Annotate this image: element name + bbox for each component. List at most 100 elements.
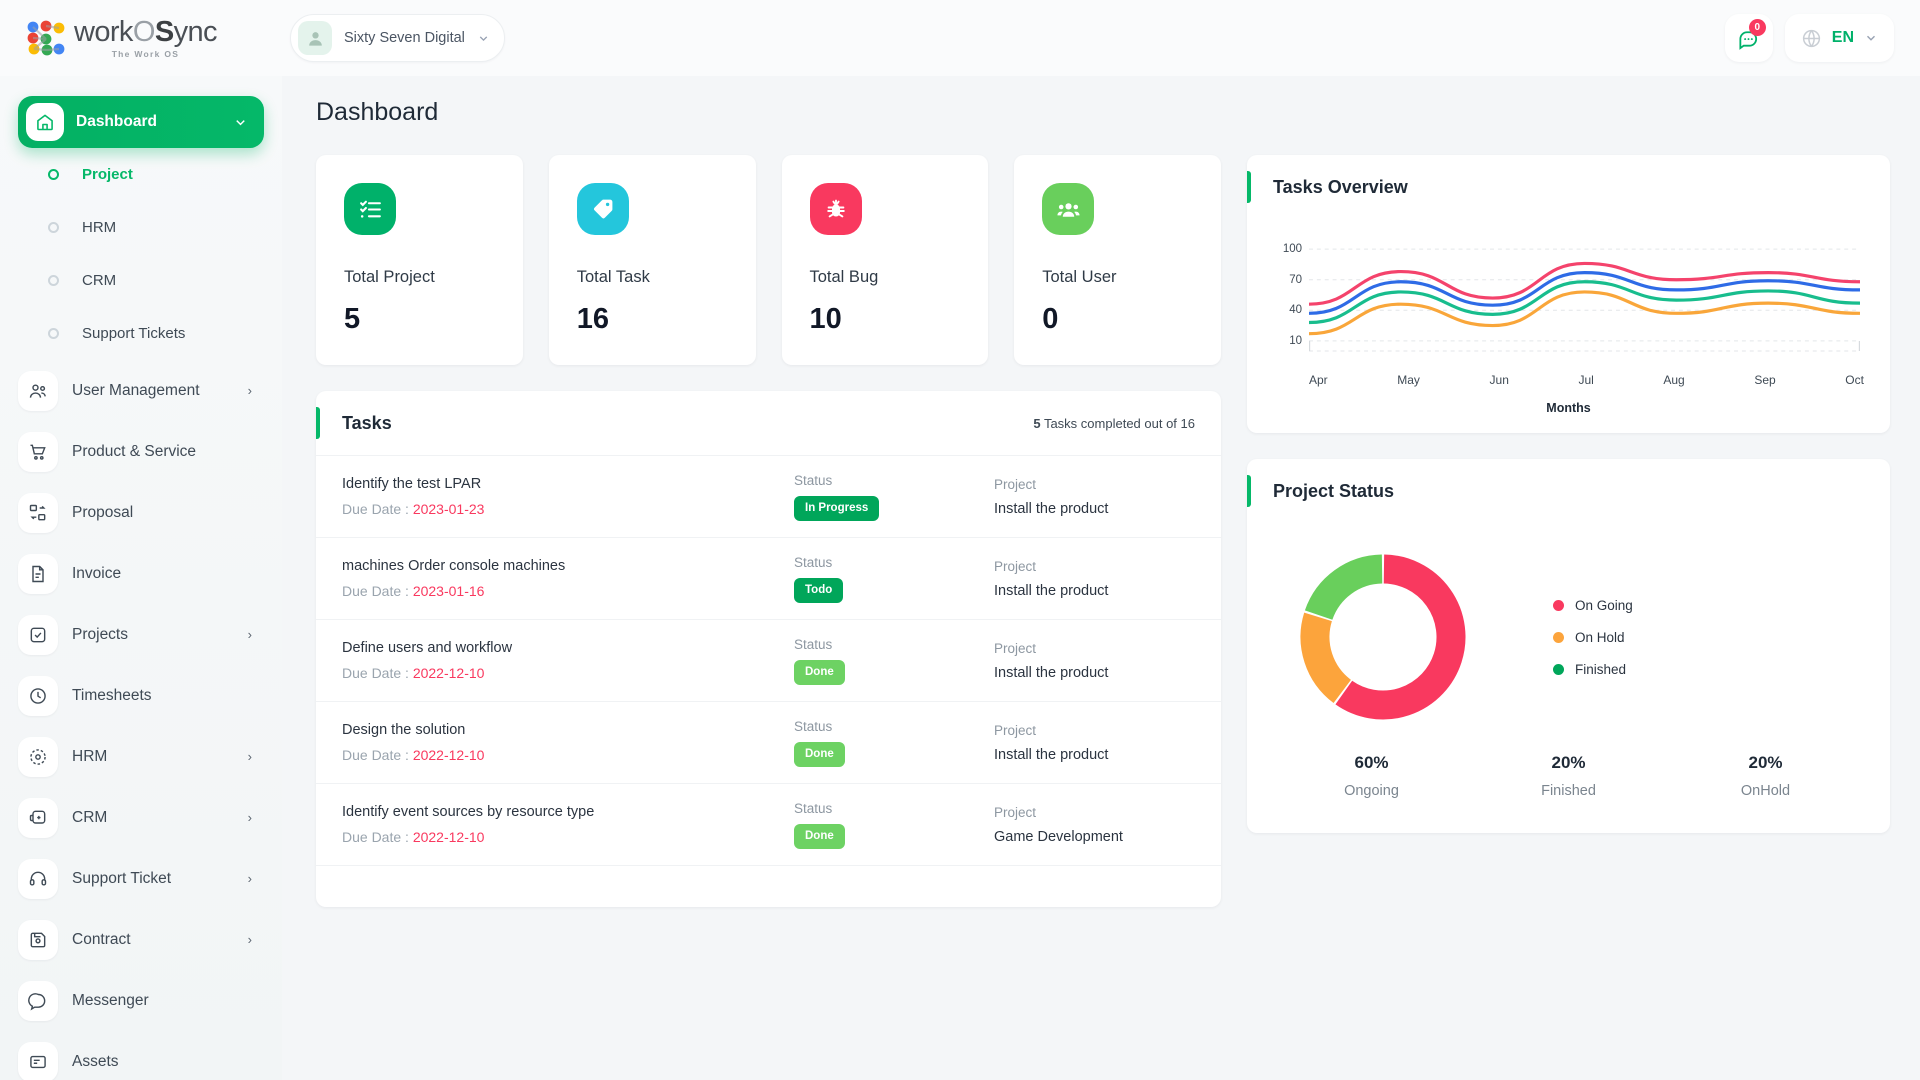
crm-icon: [18, 797, 58, 838]
x-axis-tick: Apr: [1309, 373, 1328, 387]
sidebar-item-dashboard[interactable]: Dashboard: [18, 96, 264, 148]
task-title: Identify event sources by resource type: [342, 804, 595, 820]
app-logo[interactable]: workOSync The Work OS: [0, 15, 282, 59]
user-avatar-icon: [298, 21, 332, 55]
table-row[interactable]: machines Order console machines Due Date…: [316, 537, 1221, 619]
table-row[interactable]: Identify the test LPAR Due Date : 2023-0…: [316, 455, 1221, 537]
sidebar-item-label: Assets: [72, 1052, 119, 1070]
legend-label: Finished: [1575, 661, 1627, 677]
logo-mark-icon: [26, 20, 66, 56]
sidebar-item-product-service[interactable]: Product & Service: [18, 421, 264, 482]
sidebar-subitem-project[interactable]: Project: [18, 148, 264, 201]
workspace-selector[interactable]: Sixty Seven Digital: [290, 14, 505, 62]
kpi-finished: 20% Finished: [1470, 753, 1667, 799]
logo-word-s: S: [154, 15, 174, 48]
project-status-card: Project Status On Going: [1247, 459, 1890, 833]
table-row[interactable]: Define users and workflow Due Date : 202…: [316, 619, 1221, 701]
sidebar-item-hrm[interactable]: HRM ›: [18, 726, 264, 787]
left-column: Total Project 5 Total Task 16: [316, 155, 1221, 907]
sidebar-item-invoice[interactable]: Invoice: [18, 543, 264, 604]
table-row[interactable]: Design the solution Due Date : 2022-12-1…: [316, 701, 1221, 783]
donut-legend: On Going On Hold Finished: [1553, 598, 1633, 677]
chevron-right-icon: ›: [247, 871, 252, 886]
bullet-icon: [48, 169, 59, 180]
task-project-cell: Project Install the product: [994, 641, 1194, 681]
checklist-icon: [344, 183, 396, 235]
bug-icon: [809, 183, 862, 235]
status-column-label: Status: [794, 718, 833, 734]
language-selector[interactable]: EN: [1784, 14, 1894, 62]
chevron-down-icon: [236, 119, 245, 125]
sidebar-item-assets[interactable]: Assets: [18, 1031, 264, 1080]
main-content: Dashboard Total Project 5: [282, 76, 1920, 1080]
tasks-overview-title: Tasks Overview: [1273, 176, 1408, 197]
status-column-label: Status: [794, 800, 833, 816]
sidebar-subitem-hrm[interactable]: HRM: [18, 201, 264, 254]
sidebar: Dashboard Project HRM CRM Support Ticket…: [0, 76, 282, 1080]
users-group-icon: [1042, 183, 1095, 235]
chevron-right-icon: ›: [247, 810, 252, 825]
stat-value: 5: [344, 303, 361, 335]
due-value: 2022-12-10: [412, 747, 485, 763]
logo-tagline: The Work OS: [111, 48, 180, 59]
sidebar-item-label: Support Ticket: [72, 869, 172, 887]
donut-chart: [1297, 551, 1469, 723]
stat-card-total-bug[interactable]: Total Bug 10: [781, 155, 989, 365]
project-column-label: Project: [994, 558, 1037, 574]
sidebar-item-user-management[interactable]: User Management ›: [18, 360, 264, 421]
sidebar-item-crm[interactable]: CRM ›: [18, 787, 264, 848]
project-status-kpis: 60% Ongoing 20% Finished 20% OnHold: [1247, 727, 1890, 833]
sidebar-subitem-label: Project: [82, 166, 133, 183]
sidebar-subitem-crm[interactable]: CRM: [18, 254, 264, 307]
sidebar-item-label: Timesheets: [72, 686, 152, 704]
check-square-icon: [18, 614, 58, 655]
sidebar-item-support-ticket[interactable]: Support Ticket ›: [18, 848, 264, 909]
x-axis-tick: Aug: [1663, 373, 1685, 387]
right-column: Tasks Overview 10 40 70 100 Apr May Jun Jul Aug…: [1247, 155, 1890, 833]
chevron-right-icon: ›: [247, 627, 252, 642]
sidebar-item-proposal[interactable]: Proposal: [18, 482, 264, 543]
sidebar-nav: User Management › Product & Service Prop…: [18, 360, 264, 1080]
exchange-icon: [18, 492, 58, 533]
sidebar-item-contract[interactable]: Contract ›: [18, 909, 264, 970]
sidebar-item-label: Invoice: [72, 564, 122, 582]
stat-label: Total Task: [576, 268, 650, 286]
chevron-right-icon: ›: [247, 932, 252, 947]
table-row[interactable]: Identify event sources by resource type …: [316, 783, 1221, 865]
sidebar-subitem-support-tickets[interactable]: Support Tickets: [18, 307, 264, 360]
tag-icon: [576, 183, 629, 235]
bullet-icon: [48, 328, 59, 339]
legend-dot-icon: [1553, 631, 1564, 643]
top-bar: workOSync The Work OS Sixty Seven Digita…: [0, 0, 1920, 76]
status-badge: Todo: [794, 577, 844, 603]
project-name: Install the product: [994, 664, 1109, 681]
stat-value: 10: [809, 303, 842, 335]
task-status-cell: Status In Progress: [794, 473, 994, 521]
sidebar-item-projects[interactable]: Projects ›: [18, 604, 264, 665]
stat-card-total-project[interactable]: Total Project 5: [316, 155, 523, 365]
message-icon: [18, 980, 58, 1021]
x-axis-labels: Apr May Jun Jul Aug Sep Oct: [1309, 373, 1868, 387]
stat-card-total-task[interactable]: Total Task 16: [548, 155, 756, 365]
cart-icon: [18, 431, 58, 472]
sidebar-item-messenger[interactable]: Messenger: [18, 970, 264, 1031]
stat-label: Total User: [1042, 268, 1117, 286]
tasks-overview-header: Tasks Overview: [1247, 155, 1890, 219]
line-chart-plot: [1307, 235, 1862, 367]
save-icon: [18, 919, 58, 960]
y-axis-tick: 70: [1289, 273, 1302, 286]
sidebar-item-timesheets[interactable]: Timesheets: [18, 665, 264, 726]
task-name-cell: machines Order console machines Due Date…: [342, 558, 794, 599]
task-status-cell: Status Done: [794, 719, 994, 767]
tasks-completed-count: 5: [1033, 415, 1041, 431]
task-due-date: Due Date : 2022-12-10: [342, 665, 794, 681]
legend-item-on-hold: On Hold: [1553, 630, 1633, 645]
clock-icon: [18, 675, 58, 716]
stat-card-total-user[interactable]: Total User 0: [1014, 155, 1221, 365]
y-axis-tick: 40: [1289, 304, 1302, 317]
due-prefix: Due Date :: [342, 829, 413, 845]
messages-button[interactable]: 0: [1724, 14, 1773, 62]
task-title: Identify the test LPAR: [342, 476, 482, 492]
assets-icon: [18, 1041, 58, 1080]
due-prefix: Due Date :: [342, 747, 413, 763]
